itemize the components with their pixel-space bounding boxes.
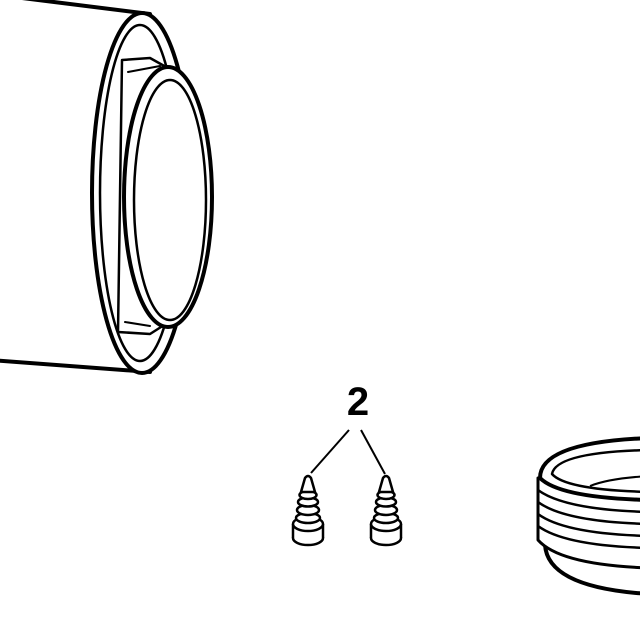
leader-line-left	[310, 429, 350, 474]
cap-thread-line	[537, 500, 640, 525]
collar-inner-ring	[132, 78, 208, 322]
screw-left	[291, 474, 325, 547]
collar-shading-line	[124, 321, 151, 327]
cap-thread-line	[537, 524, 640, 549]
callout-2: 2	[310, 380, 386, 475]
pipe-end-with-collar	[0, 0, 214, 375]
screw-right	[369, 474, 403, 547]
screw-tip	[299, 474, 317, 494]
cap-thread-line	[537, 512, 640, 537]
threaded-cap	[536, 436, 640, 596]
screw-tip	[377, 474, 395, 494]
cap-thread-line	[537, 488, 640, 513]
cap-inner-opening	[550, 449, 640, 493]
callout-number: 2	[347, 380, 369, 424]
collar-shading-line	[127, 65, 161, 73]
cap-inner-ledge	[589, 475, 640, 487]
leader-line-right	[360, 429, 386, 475]
